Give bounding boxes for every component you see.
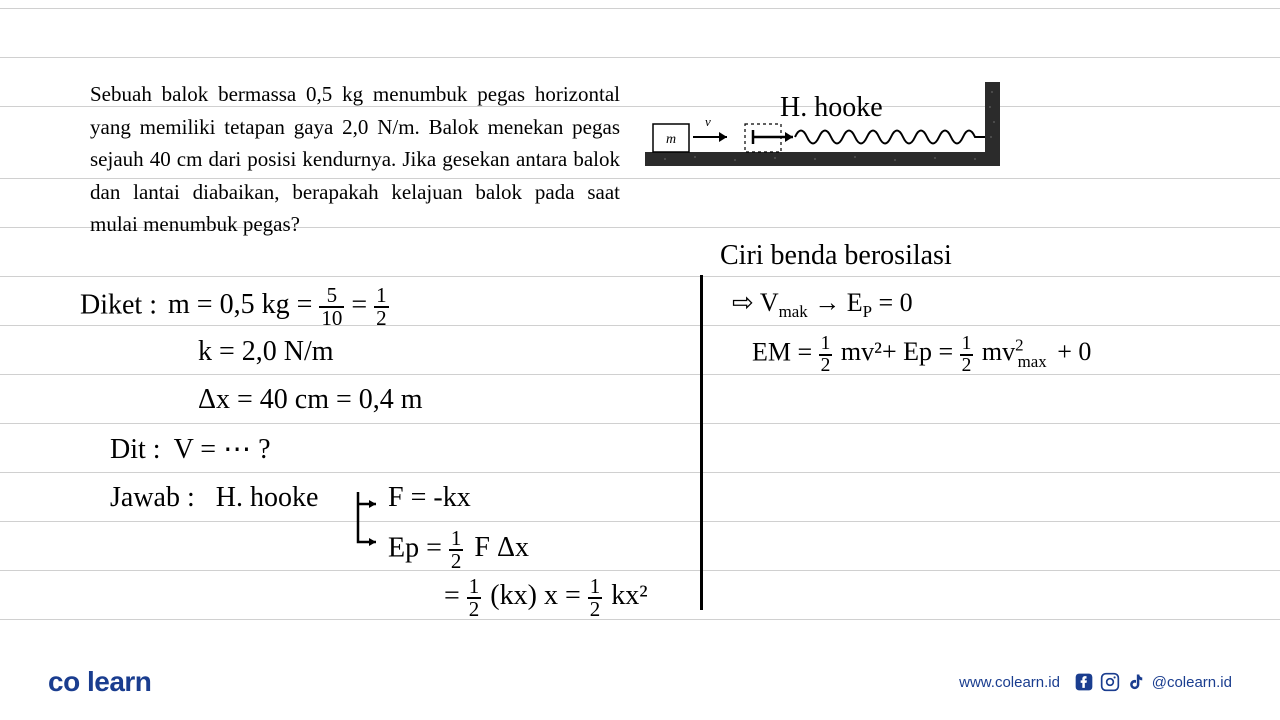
logo-co: co [48,666,80,697]
em-part1: mv²+ Ep = [841,337,953,366]
mass-fraction-1: 5 10 [319,285,344,329]
hooke-diagram-label: H. hooke [780,92,883,124]
svg-text:v: v [705,114,711,129]
footer-url[interactable]: www.colearn.id [959,674,1060,691]
frac-den: 10 [319,308,344,329]
frac-num: 1 [449,528,464,551]
em-fraction-1: 1 2 [819,334,833,375]
jawab-hooke: H. hooke [216,482,319,513]
page-content: Sebuah balok bermassa 0,5 kg menumbuk pe… [0,0,1280,720]
ep-fraction: 1 2 [449,528,464,572]
frac-num: 1 [374,285,389,308]
frac-den: 2 [588,599,603,620]
frac-den: 2 [449,551,464,572]
ep-rest: F Δx [474,532,529,563]
colearn-logo: co learn [48,666,151,698]
em-label: EM = [752,337,812,366]
mass-fraction-2: 1 2 [374,285,389,329]
force-equation: F = -kx [388,482,471,514]
ep-equation: Ep = 1 2 F Δx [388,528,529,572]
frac-den: 2 [374,308,389,329]
svg-text:m: m [666,132,676,147]
oscillation-title: Ciri benda berosilasi [720,240,952,272]
jawab-label: Jawab : [110,482,195,513]
social-handle[interactable]: @colearn.id [1152,674,1232,691]
equals: = [351,289,374,320]
facebook-icon[interactable] [1074,672,1094,692]
frac-num: 1 [960,334,974,356]
em-part2: mv2max [982,337,1047,366]
em-part3: + 0 [1057,337,1091,366]
eq-sign: = [444,580,460,611]
diket-mass-text: m = 0,5 kg = [168,289,312,320]
k-value: k = 2,0 N/m [198,336,334,368]
ep-line2: = 1 2 (kx) x = 1 2 kx² [444,576,648,620]
frac-den: 2 [960,356,974,376]
frac-num: 1 [588,576,603,599]
half-fraction-2: 1 2 [588,576,603,620]
ep-line2-part1: (kx) x = [490,580,580,611]
diket-label-text: Diket : [80,289,157,320]
ep-line2-part2: kx² [611,580,647,611]
tiktok-icon[interactable] [1126,672,1146,692]
ep-eq-label: Ep = [388,532,442,563]
half-fraction-1: 1 2 [467,576,482,620]
bracket-icon [354,486,384,558]
frac-num: 1 [467,576,482,599]
diket-label: Diket : m = 0,5 kg = 5 10 = 1 2 [80,285,389,329]
frac-den: 2 [467,599,482,620]
social-links: @colearn.id [1074,672,1232,692]
dit-label: Dit : [110,434,161,465]
logo-dot [80,666,87,697]
logo-learn: learn [87,666,151,697]
instagram-icon[interactable] [1100,672,1120,692]
frac-num: 1 [819,334,833,356]
jawab-line: Jawab : H. hooke [110,482,318,514]
problem-text: Sebuah balok bermassa 0,5 kg menumbuk pe… [90,78,620,241]
footer: co learn www.colearn.id @colearn.id [0,662,1280,702]
frac-num: 5 [319,285,344,308]
em-equation: EM = 1 2 mv²+ Ep = 1 2 mv2max + 0 [752,334,1091,375]
dit-value: V = ⋯ ? [174,434,271,465]
bullet-vmax: ⇨ Vmak → EP = 0 [732,288,913,322]
arrow-icon: ⇨ [732,288,760,317]
frac-den: 2 [819,356,833,376]
dit-line: Dit : V = ⋯ ? [110,432,271,466]
em-fraction-2: 1 2 [960,334,974,375]
dx-value: Δx = 40 cm = 0,4 m [198,384,423,416]
vertical-divider [700,275,703,610]
